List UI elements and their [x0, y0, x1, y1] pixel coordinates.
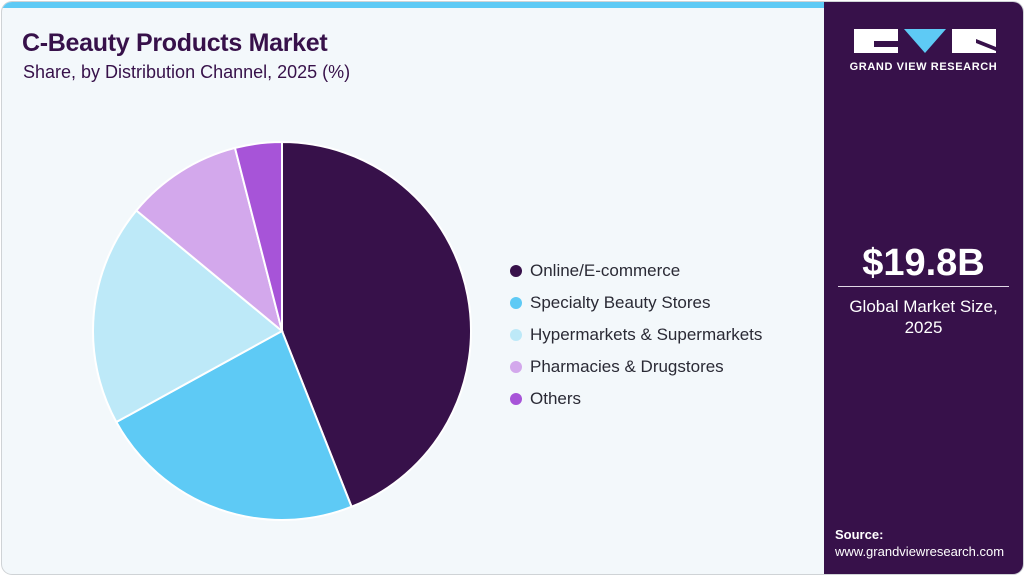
sidebar-panel: GRAND VIEW RESEARCH $19.8B Global Market… [824, 2, 1023, 574]
pie-chart [92, 140, 472, 521]
legend-label: Hypermarkets & Supermarkets [530, 325, 763, 344]
legend-dot-icon [510, 393, 522, 405]
source-link[interactable]: www.grandviewresearch.com [835, 544, 1005, 559]
legend-item: Online/E-commerce [510, 255, 762, 287]
legend-item: Hypermarkets & Supermarkets [510, 319, 762, 351]
legend-dot-icon [510, 265, 522, 277]
pie-slice [281, 140, 472, 509]
chart-subtitle: Share, by Distribution Channel, 2025 (%) [23, 62, 351, 82]
legend-dot-icon [510, 329, 522, 341]
pie-slice [92, 209, 284, 424]
logo-text: GRAND VIEW RESEARCH [849, 61, 998, 73]
legend-label: Pharmacies & Drugstores [530, 357, 724, 376]
legend-dot-icon [510, 297, 522, 309]
legend-item: Specialty Beauty Stores [510, 287, 762, 319]
gvr-logo-icon [854, 29, 996, 53]
pie-slice [233, 140, 283, 332]
market-size-value: $19.8B [862, 242, 985, 284]
legend-label: Online/E-commerce [530, 261, 681, 280]
divider [838, 286, 1009, 287]
legend-item: Pharmacies & Drugstores [510, 351, 762, 383]
legend-label: Specialty Beauty Stores [530, 293, 711, 312]
pie-slice [115, 329, 353, 521]
market-size-label-line1: Global Market Size, [849, 297, 998, 316]
chart-title: C-Beauty Products Market [22, 29, 328, 57]
accent-bar [2, 2, 824, 8]
legend-label: Others [530, 389, 582, 408]
legend-item: Others [510, 383, 762, 415]
pie-slice [134, 146, 284, 334]
source-label: Source: [835, 527, 884, 542]
chart-legend: Online/E-commerce Specialty Beauty Stores… [510, 255, 762, 415]
legend-dot-icon [510, 361, 522, 373]
market-size-label-line2: 2025 [904, 318, 943, 337]
market-size-label: Global Market Size, 2025 [824, 296, 1023, 338]
